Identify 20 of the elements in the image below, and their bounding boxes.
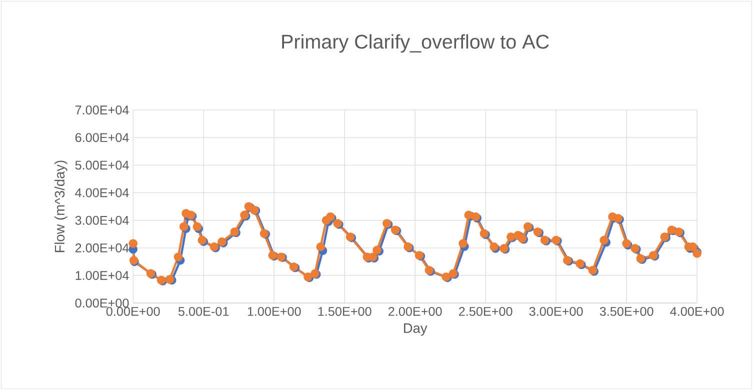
x-tick-label: 3.50E+00 [600, 306, 654, 316]
chart-title: Primary Clarify_overflow to AC [282, 34, 549, 53]
y-tick-label: 3.00E+04 [75, 216, 129, 225]
x-tick-label: 2.00E+00 [388, 306, 442, 316]
y-tick-label: 6.00E+04 [75, 133, 129, 142]
y-tick-label: 0.00E+00 [75, 298, 129, 308]
x-tick-label: 1.50E+00 [318, 306, 372, 316]
y-tick-label: 7.00E+04 [75, 106, 129, 114]
y-axis-title: Flow (m^3/day) [54, 160, 68, 252]
x-tick-label: 2.50E+00 [459, 306, 512, 316]
y-tick-label: 2.00E+04 [75, 243, 129, 252]
x-tick-label: 0.00E+00 [106, 306, 160, 316]
x-tick-label: 4.00E+00 [670, 306, 724, 316]
x-tick-label: 3.00E+00 [529, 306, 583, 316]
y-tick-label: 1.00E+04 [76, 271, 129, 280]
y-tick-label: 4.00E+04 [75, 188, 129, 198]
x-axis-title: Day [404, 323, 428, 336]
y-tick-label: 5.00E+04 [75, 160, 129, 170]
x-tick-label: 1.00E+00 [248, 306, 301, 316]
x-tick-label: 5.00E-01 [178, 306, 229, 316]
